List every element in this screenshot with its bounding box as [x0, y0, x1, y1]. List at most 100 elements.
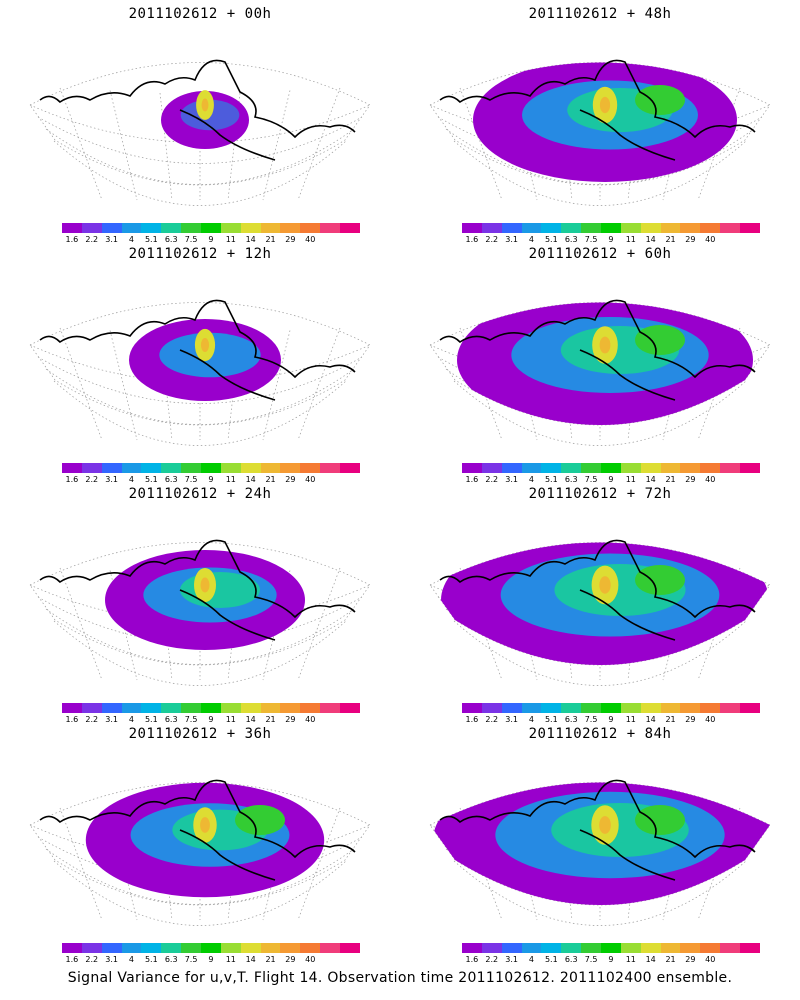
colorbar-tick-label: 29 [685, 475, 696, 484]
colorbar-swatch [521, 943, 542, 953]
variance-field [433, 782, 770, 905]
map-panel: 2011102612 + 00h 1.6 2.2 3.1 4 5.1 6.3 7.5 9 11 14… [0, 0, 400, 244]
colorbar-swatch [81, 463, 102, 473]
colorbar-tick-label: 9 [208, 715, 214, 724]
colorbar-swatch [720, 463, 741, 473]
colorbar-swatch [340, 223, 360, 233]
colorbar-tick-label: 6.3 [164, 955, 178, 964]
colorbar-swatch [280, 463, 301, 473]
colorbar-swatch [101, 223, 122, 233]
colorbar-tick-label: 11 [225, 715, 236, 724]
colorbar-tick-label: 7.5 [584, 475, 598, 484]
colorbar-tick-label: 4 [128, 235, 134, 244]
colorbar-tick-label: 3.1 [505, 235, 518, 244]
colorbar-tick-label: 21 [665, 955, 676, 964]
colorbar-tick-label: 40 [705, 475, 716, 484]
variance-field [129, 319, 281, 401]
colorbar-tick-label: 29 [685, 955, 696, 964]
colorbar-tick-label: 1.6 [65, 715, 79, 724]
colorbar-swatch [320, 703, 341, 713]
colorbar-swatch [181, 463, 202, 473]
panel-title: 2011102612 + 12h [128, 246, 272, 262]
colorbar-tick-label: 40 [305, 235, 316, 244]
colorbar-swatch [740, 703, 760, 713]
colorbar-swatch [660, 463, 681, 473]
colorbar-tick-label: 5.1 [144, 475, 158, 484]
colorbar [62, 703, 360, 713]
colorbar-tick-label: 2.2 [85, 715, 99, 724]
colorbar-swatch [700, 223, 721, 233]
colorbar-labels: 1.6 2.2 3.1 4 5.1 6.3 7.5 9 11 14 21 29 40 [462, 955, 760, 965]
colorbar-labels: 1.6 2.2 3.1 4 5.1 6.3 7.5 9 11 14 21 29 40 [62, 955, 360, 965]
colorbar-swatch [201, 223, 221, 233]
map-panel: 2011102612 + 36h 1.6 2.2 3.1 4 5.1 6.3 7.5 9 11 14… [0, 720, 400, 964]
colorbar [462, 223, 760, 233]
coastline [439, 299, 756, 401]
colorbar-swatch [220, 463, 241, 473]
colorbar-tick-label: 1.6 [65, 475, 79, 484]
colorbar-tick-label: 7.5 [584, 955, 598, 964]
colorbar-tick-label: 6.3 [564, 955, 578, 964]
colorbar-tick-label: 5.1 [544, 235, 558, 244]
colorbar-swatch [680, 703, 701, 713]
panel-title: 2011102612 + 60h [528, 246, 672, 262]
colorbar-tick-label: 29 [285, 475, 296, 484]
colorbar-swatch [320, 943, 341, 953]
colorbar-swatch [720, 943, 741, 953]
colorbar-tick-label: 21 [665, 475, 676, 484]
colorbar-swatch [561, 703, 582, 713]
colorbar-tick-label: 21 [265, 715, 276, 724]
colorbar-swatch [720, 223, 741, 233]
colorbar-tick-label: 11 [225, 475, 236, 484]
colorbar-swatch [462, 223, 482, 233]
colorbar-swatch [561, 943, 582, 953]
colorbar-swatch [101, 463, 122, 473]
colorbar-tick-label: 5.1 [544, 715, 558, 724]
colorbar-tick-label: 3.1 [105, 955, 118, 964]
panel-title: 2011102612 + 48h [528, 6, 672, 22]
colorbar-tick-label: 11 [625, 715, 636, 724]
colorbar-swatch [181, 703, 202, 713]
colorbar-swatch [521, 223, 542, 233]
colorbar-tick-label: 7.5 [184, 235, 198, 244]
colorbar-swatch [660, 943, 681, 953]
colorbar-tick-label: 14 [645, 715, 656, 724]
colorbar-tick-label: 3.1 [105, 235, 118, 244]
colorbar-swatch [501, 703, 522, 713]
map-canvas [29, 539, 371, 686]
colorbar [462, 463, 760, 473]
colorbar-swatch [260, 703, 281, 713]
panel-title: 2011102612 + 24h [128, 486, 272, 502]
map-canvas [429, 539, 771, 686]
colorbar-swatch [201, 703, 221, 713]
colorbar-swatch [561, 223, 582, 233]
colorbar-swatch [161, 703, 182, 713]
colorbar-tick-label: 5.1 [544, 475, 558, 484]
colorbar-tick-label: 6.3 [164, 475, 178, 484]
colorbar-tick-label: 9 [208, 955, 214, 964]
colorbar-tick-label: 5.1 [144, 955, 158, 964]
colorbar-tick-label: 11 [625, 475, 636, 484]
colorbar-swatch [541, 463, 562, 473]
colorbar-swatch [740, 463, 760, 473]
colorbar-tick-label: 40 [305, 715, 316, 724]
panel-title: 2011102612 + 72h [528, 486, 672, 502]
colorbar-tick-label: 4 [528, 715, 534, 724]
colorbar-tick-label: 40 [305, 955, 316, 964]
colorbar-tick-label: 7.5 [184, 715, 198, 724]
panel-title: 2011102612 + 36h [128, 726, 272, 742]
coastline [39, 779, 356, 881]
colorbar-tick-label: 5.1 [144, 235, 158, 244]
colorbar-tick-label: 21 [265, 955, 276, 964]
colorbar-swatch [81, 943, 102, 953]
colorbar-swatch [462, 703, 482, 713]
map-panel: 2011102612 + 84h 1.6 2.2 3.1 4 5.1 6.3 7.5 9 11 14… [400, 720, 800, 964]
variance-field [457, 302, 753, 425]
colorbar-tick-label: 29 [285, 235, 296, 244]
colorbar-swatch [121, 943, 142, 953]
colorbar-swatch [521, 703, 542, 713]
colorbar-swatch [340, 463, 360, 473]
colorbar-tick-label: 11 [225, 955, 236, 964]
colorbar-tick-label: 9 [608, 235, 614, 244]
colorbar-swatch [260, 223, 281, 233]
